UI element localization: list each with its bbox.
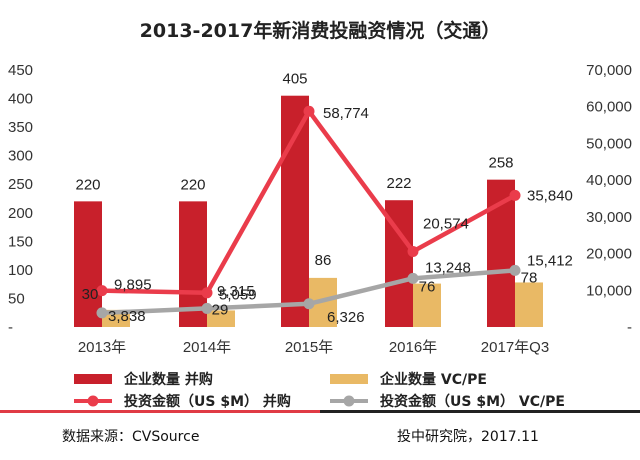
- x-tick-label: 2015年: [285, 339, 333, 356]
- right-tick-label: 60,000: [586, 99, 632, 116]
- line-merger-amount-label: 9,895: [114, 277, 152, 294]
- line-merger-amount-label: 58,774: [323, 105, 369, 122]
- x-tick-label: 2013年: [78, 339, 126, 356]
- bar-vcpe-count: [515, 282, 543, 327]
- bar-vcpe-count: [413, 283, 441, 327]
- left-tick-label: 150: [8, 233, 33, 250]
- line-vcpe-amount-point: [201, 302, 213, 314]
- bar-vcpe-count-label: 29: [212, 301, 229, 318]
- line-merger-amount-label: 35,840: [527, 187, 573, 204]
- bar-merger-count-label: 220: [75, 176, 100, 193]
- left-tick-label: 100: [8, 262, 33, 279]
- legend-merger-amount-label: 投资金额（US $M） 并购: [124, 393, 291, 410]
- legend-merger-count-label: 企业数量 并购: [123, 371, 213, 388]
- bar-merger-count-label: 222: [386, 175, 411, 192]
- legend-vcpe-amount-marker: [343, 395, 355, 407]
- left-tick-label: 250: [8, 176, 33, 193]
- line-merger-amount-point: [201, 287, 213, 299]
- line-vcpe-amount-label: 13,248: [425, 259, 471, 276]
- right-tick-label: 70,000: [586, 62, 632, 79]
- bar-merger-count-label: 405: [282, 71, 307, 88]
- right-tick-label: -: [627, 319, 632, 336]
- left-tick-label: 200: [8, 205, 33, 222]
- line-vcpe-amount-label: 5,059: [219, 286, 257, 303]
- data-labels: 220 30 220 29 405 86 222 76 258 78 9,895 9,315 58,77…: [75, 71, 572, 326]
- right-axis: - 10,000 20,000 30,000 40,000 50,000 60,000 70,…: [586, 62, 632, 336]
- right-tick-label: 20,000: [586, 246, 632, 263]
- legend-merger-count-swatch: [74, 374, 112, 384]
- lines: [96, 105, 521, 319]
- legend-vcpe-count-label: 企业数量 VC/PE: [379, 371, 487, 388]
- bar-vcpe-count-label: 76: [419, 279, 436, 296]
- bar-vcpe-count-label: 86: [315, 252, 332, 269]
- left-axis: - 50 100 150 200 250 300 350 400 450: [8, 62, 33, 336]
- line-merger-amount-point: [509, 189, 521, 201]
- bar-merger-count: [281, 95, 309, 327]
- x-tick-label: 2014年: [183, 339, 231, 356]
- legend: 企业数量 并购 企业数量 VC/PE 投资金额（US $M） 并购 投资金额（US $…: [74, 371, 565, 410]
- line-vcpe-amount-point: [96, 307, 108, 319]
- bar-merger-count: [74, 201, 102, 327]
- left-tick-label: 300: [8, 148, 33, 165]
- right-tick-label: 50,000: [586, 135, 632, 152]
- left-tick-label: 450: [8, 62, 33, 79]
- line-merger-amount-label: 9,315: [217, 283, 255, 300]
- bar-vcpe-count-label: 30: [82, 286, 99, 303]
- line-vcpe-amount-label: 6,326: [327, 309, 365, 326]
- left-tick-label: 400: [8, 91, 33, 108]
- right-tick-label: 10,000: [586, 282, 632, 299]
- bar-vcpe-count: [207, 310, 235, 327]
- legend-vcpe-count-swatch: [330, 374, 368, 384]
- line-merger-amount-point: [303, 105, 315, 117]
- legend-merger-amount-marker: [87, 395, 99, 407]
- left-tick-label: 50: [8, 290, 25, 307]
- line-vcpe-amount-point: [407, 272, 419, 284]
- right-tick-label: 30,000: [586, 209, 632, 226]
- right-tick-label: 40,000: [586, 172, 632, 189]
- x-axis: 2013年 2014年 2015年 2016年 2017年Q3: [78, 339, 549, 356]
- line-vcpe-amount-label: 15,412: [527, 252, 573, 269]
- left-tick-label: 350: [8, 119, 33, 136]
- line-merger-amount-point: [96, 285, 108, 297]
- left-tick-label: -: [8, 319, 13, 336]
- line-merger-amount-point: [407, 245, 419, 257]
- source-note: 数据来源：CVSource: [62, 429, 199, 445]
- footer-rule-red: [0, 410, 320, 413]
- bar-vcpe-count-label: 78: [521, 269, 538, 286]
- bar-merger-count-label: 258: [488, 155, 513, 172]
- line-vcpe-amount-point: [509, 264, 521, 276]
- legend-vcpe-amount-label: 投资金额（US $M） VC/PE: [380, 393, 565, 410]
- line-vcpe-amount-point: [303, 298, 315, 310]
- x-tick-label: 2016年: [389, 339, 437, 356]
- footer-rule-dark: [320, 410, 640, 413]
- bar-merger-count-label: 220: [180, 176, 205, 193]
- credit-note: 投中研究院，2017.11: [397, 429, 539, 445]
- chart-title: 2013-2017年新消费投融资情况（交通）: [140, 19, 501, 42]
- line-merger-amount-label: 20,574: [423, 215, 469, 232]
- x-tick-label: 2017年Q3: [481, 339, 549, 356]
- line-vcpe-amount-label: 3,838: [108, 308, 146, 325]
